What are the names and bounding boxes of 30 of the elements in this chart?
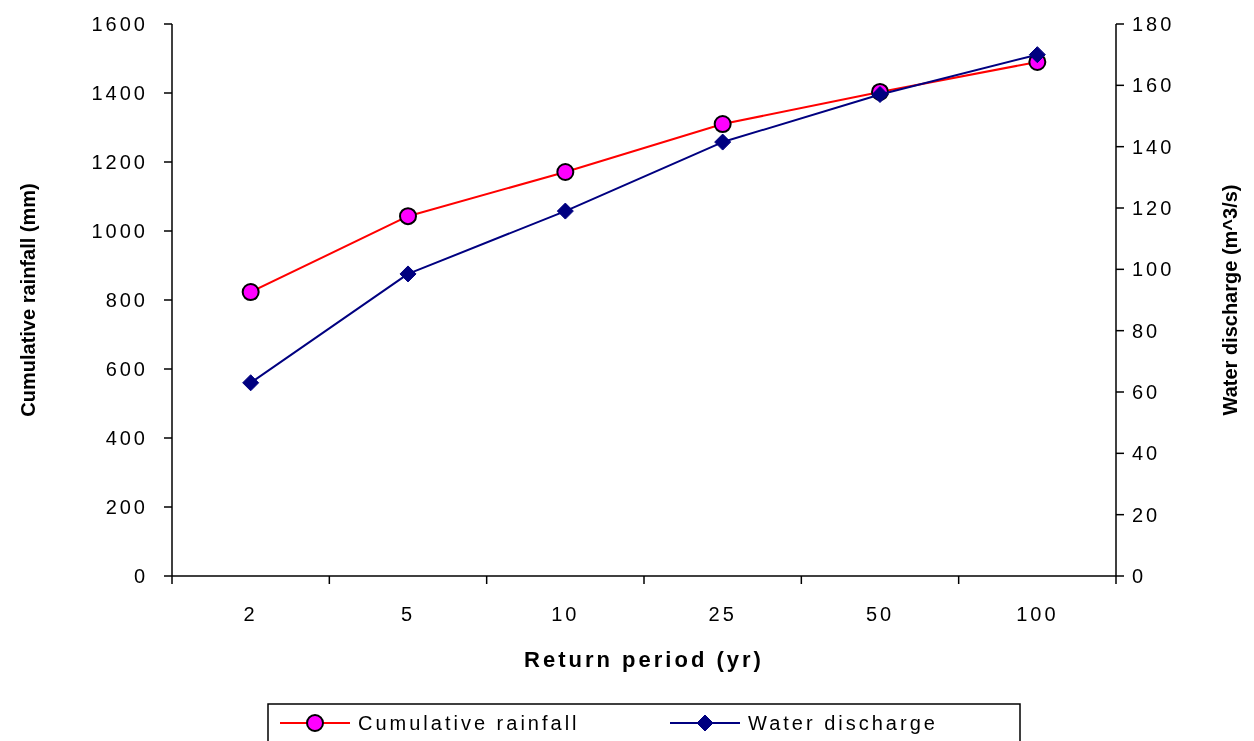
x-tick-label: 5 bbox=[400, 603, 416, 625]
x-tick-label: 2 bbox=[243, 603, 258, 625]
x-tick-label: 50 bbox=[865, 603, 895, 625]
x-tick-label: 10 bbox=[551, 603, 580, 625]
y2-tick-label: 180 bbox=[1132, 13, 1175, 35]
y2-tick-label: 100 bbox=[1132, 258, 1175, 281]
y2-tick-label: 80 bbox=[1132, 319, 1161, 342]
y2-tick-label: 0 bbox=[1132, 565, 1147, 587]
y2-tick-label: 120 bbox=[1132, 197, 1175, 219]
y-tick-label: 0 bbox=[133, 565, 148, 587]
y-tick-label: 1400 bbox=[91, 82, 148, 104]
y-tick-label: 200 bbox=[105, 496, 148, 518]
y-tick-label: 1000 bbox=[91, 220, 148, 242]
x-axis-title: Return period (yr) bbox=[524, 647, 764, 672]
legend-label: Water discharge bbox=[748, 712, 938, 734]
y2-tick-label: 140 bbox=[1132, 135, 1175, 158]
y2-tick-label: 160 bbox=[1132, 74, 1175, 97]
x-tick-label: 25 bbox=[708, 603, 737, 625]
y-tick-label: 800 bbox=[105, 289, 148, 311]
y2-axis-title: Water discharge (m^3/s) bbox=[1219, 184, 1241, 416]
x-tick-label: 100 bbox=[1016, 603, 1059, 625]
y-tick-label: 1200 bbox=[91, 151, 148, 173]
y-axis-title: Cumulative rainfall (mm) bbox=[17, 183, 39, 417]
y-tick-label: 600 bbox=[105, 358, 148, 380]
legend-label: Cumulative rainfall bbox=[358, 712, 580, 734]
y2-tick-label: 20 bbox=[1132, 503, 1161, 526]
y-tick-label: 400 bbox=[105, 427, 148, 449]
y2-tick-label: 40 bbox=[1132, 442, 1161, 465]
y-tick-label: 1600 bbox=[91, 13, 148, 35]
y2-tick-label: 60 bbox=[1132, 381, 1161, 403]
